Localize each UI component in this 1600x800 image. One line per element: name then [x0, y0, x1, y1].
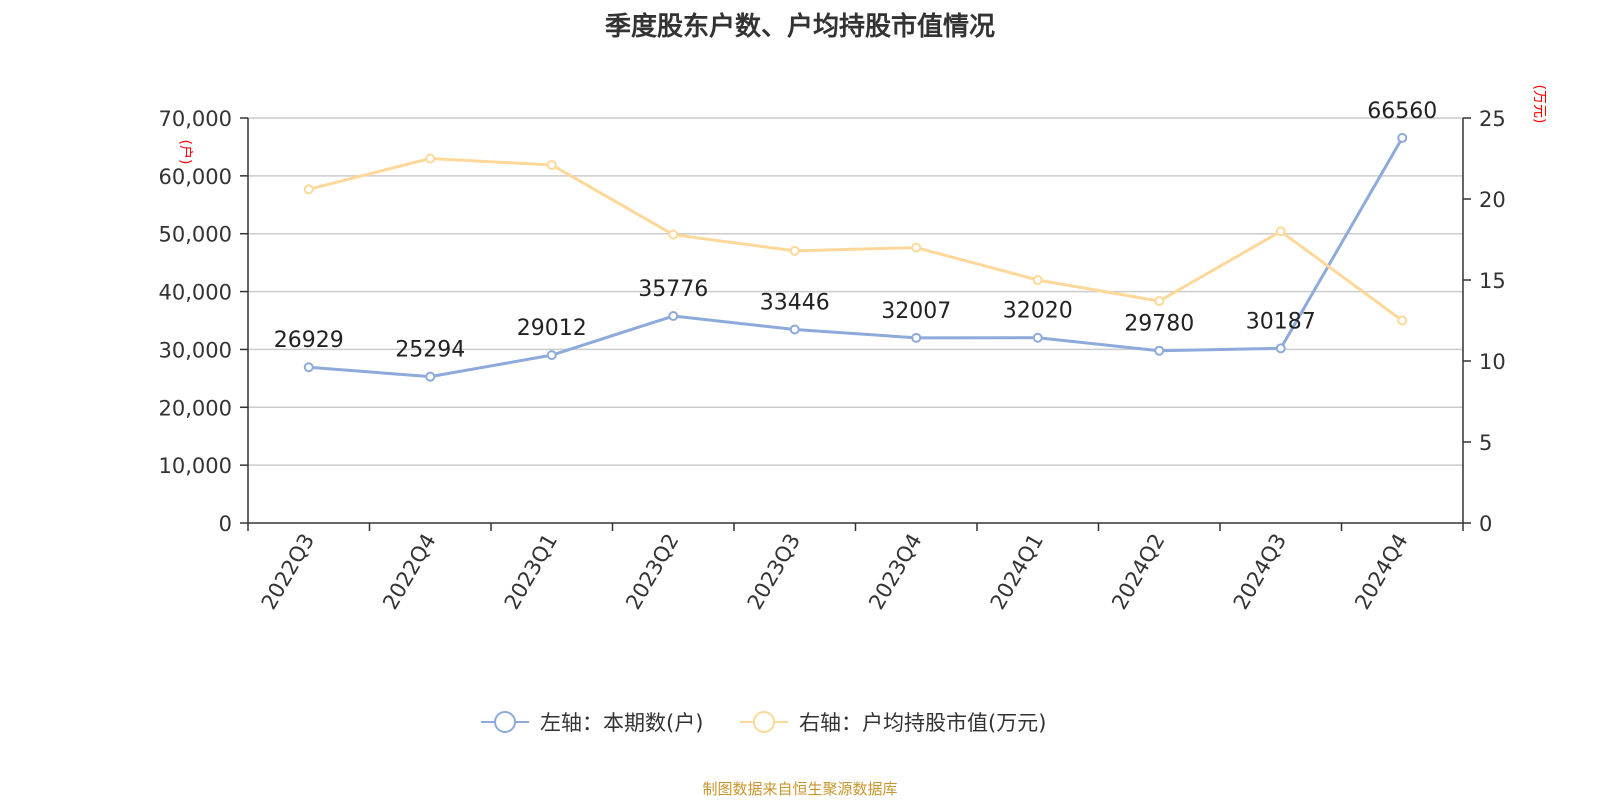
left-axis-tick-label: 40,000: [159, 281, 232, 305]
left-axis-tick-label: 20,000: [159, 396, 232, 420]
data-label: 25294: [395, 338, 465, 363]
data-point-right: [668, 229, 679, 240]
left-axis-tick-label: 70,000: [159, 107, 232, 131]
data-label: 29780: [1124, 312, 1194, 337]
x-axis-category-label: 2023Q1: [500, 530, 562, 614]
data-point-right: [1275, 226, 1286, 237]
legend-swatch-marker: [494, 711, 516, 733]
data-label: 66560: [1367, 99, 1437, 124]
data-point-right: [911, 242, 922, 253]
data-point-right: [546, 159, 557, 170]
legend-item: 左轴：本期数(户): [481, 711, 703, 735]
data-point-right: [1397, 315, 1408, 326]
x-axis-category-label: 2024Q4: [1350, 530, 1412, 614]
x-axis-category-label: 2023Q2: [621, 530, 683, 614]
data-point-left: [911, 332, 922, 343]
legend-swatch-marker: [753, 711, 775, 733]
data-point-left: [1032, 332, 1043, 343]
series-line-right: [308, 157, 1404, 322]
data-point-right: [1154, 296, 1165, 307]
x-axis-category-label: 2024Q2: [1107, 530, 1169, 614]
data-label: 33446: [760, 290, 830, 315]
left-axis-tick-label: 30,000: [159, 338, 232, 362]
right-axis-tick-label: 25: [1479, 107, 1506, 131]
x-axis-category-label: 2023Q3: [743, 530, 805, 614]
data-point-left: [789, 324, 800, 335]
data-label: 32007: [881, 299, 951, 324]
right-axis-unit: (万元): [1531, 85, 1547, 124]
data-point-left: [303, 362, 314, 373]
data-point-left: [1154, 345, 1165, 356]
legend-label: 左轴：本期数(户): [540, 711, 703, 735]
data-label: 30187: [1246, 309, 1316, 334]
x-axis-category-label: 2024Q1: [986, 530, 1048, 614]
right-axis-tick-label: 5: [1479, 431, 1492, 455]
legend: 左轴：本期数(户) 右轴：户均持股市值(万元): [481, 711, 1046, 735]
right-axis-tick-label: 15: [1479, 269, 1506, 293]
data-point-left: [1397, 132, 1408, 143]
x-axis-category-label: 2022Q4: [378, 530, 440, 614]
right-axis-tick-label: 0: [1479, 512, 1492, 536]
data-point-right: [425, 153, 436, 164]
left-axis-tick-label: 10,000: [159, 454, 232, 478]
data-point-left: [668, 311, 679, 322]
data-point-left: [1275, 343, 1286, 354]
data-label: 32020: [1003, 299, 1073, 324]
source-text: 制图数据来自恒生聚源数据库: [702, 780, 898, 798]
legend-label: 右轴：户均持股市值(万元): [799, 711, 1046, 735]
x-axis-category-label: 2023Q4: [864, 530, 926, 614]
right-axis-tick-label: 20: [1479, 188, 1506, 212]
data-label: 26929: [274, 328, 344, 353]
left-axis-unit: (户): [177, 140, 194, 165]
data-point-right: [1032, 275, 1043, 285]
data-point-right: [303, 184, 314, 195]
chart-title: 季度股东户数、户均持股市值情况: [604, 12, 995, 42]
left-axis-tick-label: 50,000: [159, 223, 232, 247]
data-point-left: [425, 371, 436, 382]
series-line-left: [308, 137, 1404, 379]
left-axis-tick-label: 0: [219, 512, 232, 536]
data-label: 35776: [638, 277, 708, 302]
right-axis-tick-label: 10: [1479, 350, 1506, 374]
x-axis-category-label: 2024Q3: [1229, 530, 1291, 614]
x-axis-category-label: 2022Q3: [257, 530, 319, 614]
legend-item: 右轴：户均持股市值(万元): [740, 711, 1046, 735]
left-axis-tick-label: 60,000: [159, 165, 232, 189]
data-label: 29012: [517, 316, 587, 341]
data-point-right: [789, 245, 800, 256]
data-point-left: [546, 350, 557, 361]
